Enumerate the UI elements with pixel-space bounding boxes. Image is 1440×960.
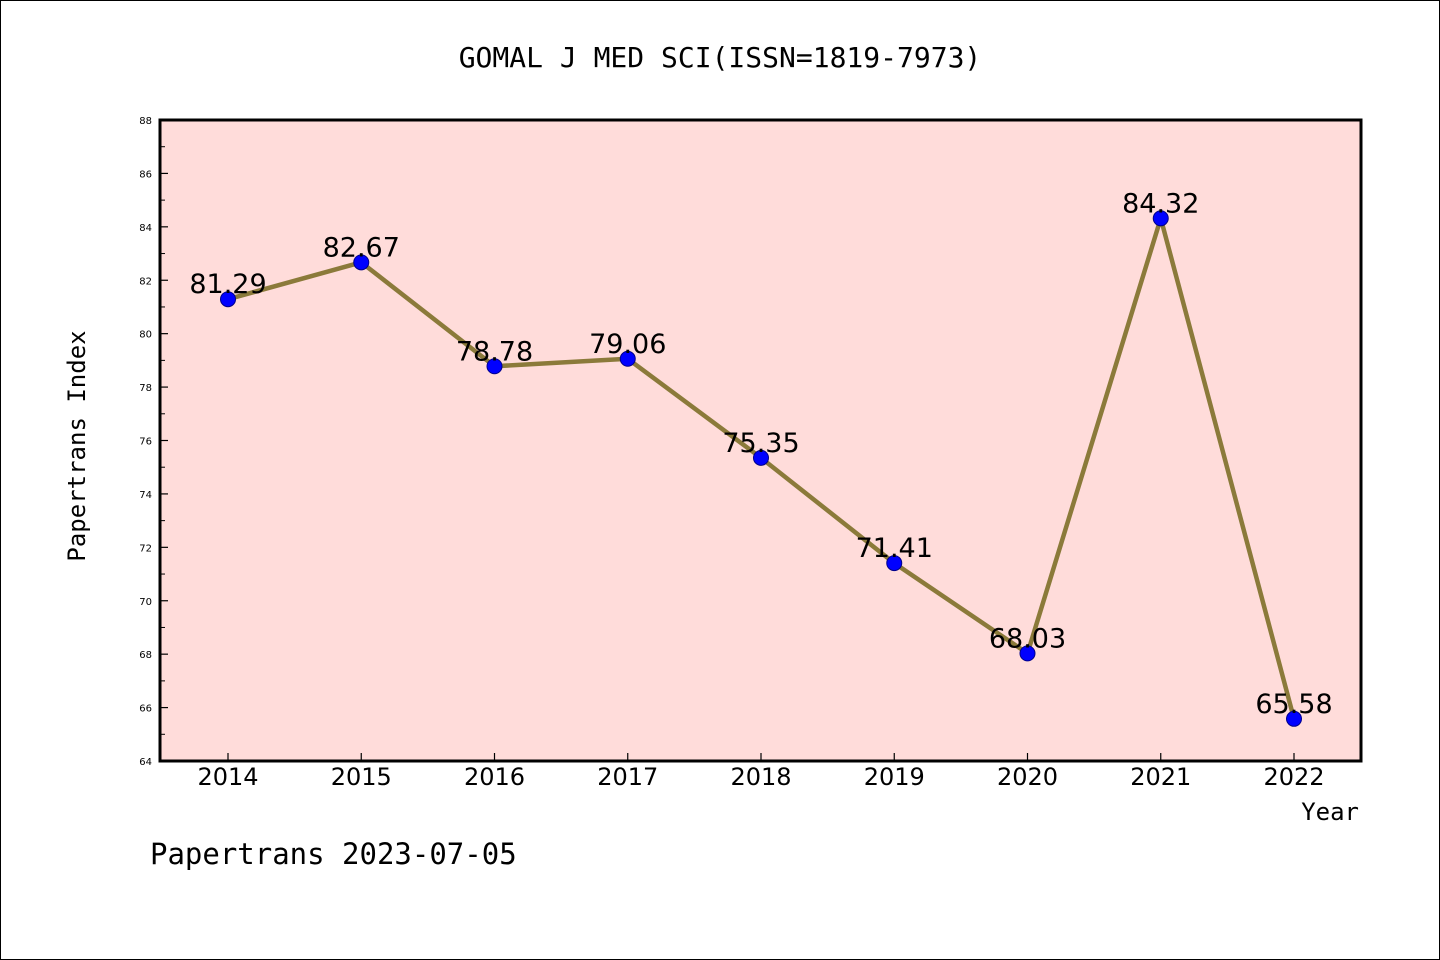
y-tick-label: 84: [139, 223, 152, 234]
data-labels: 81.29 82.67 78.78 79.06 75.35 71.41 68.03 84.32…: [189, 188, 1332, 720]
data-point: [619, 350, 636, 367]
data-label: 79.06: [589, 329, 666, 360]
data-point: [1286, 710, 1302, 727]
x-tick-label: 2019: [864, 763, 925, 791]
y-tick-label: 68: [139, 650, 152, 661]
x-axis-label: Year: [1301, 798, 1359, 826]
data-label: 81.29: [189, 269, 266, 300]
y-tick-label: 86: [139, 169, 152, 180]
x-axis: 2014 2015 2016 2017 2018 2019 2020 2021 2022: [197, 753, 1325, 791]
data-point: [753, 449, 769, 466]
data-point: [486, 358, 503, 375]
data-label: 78.78: [456, 336, 533, 367]
data-point: [886, 555, 903, 572]
x-tick-label: 2015: [331, 763, 392, 791]
data-label: 68.03: [989, 623, 1066, 654]
x-tick-label: 2017: [597, 763, 658, 791]
data-label: 82.67: [323, 232, 400, 263]
y-tick-label: 70: [139, 597, 152, 608]
chart-title: GOMAL J MED SCI(ISSN=1819-7973): [459, 41, 982, 74]
y-tick-label: 88: [139, 116, 152, 127]
data-point: [1019, 645, 1036, 662]
data-point: [220, 291, 236, 308]
y-axis-label: Papertrans Index: [63, 330, 91, 561]
data-point: [353, 254, 370, 271]
y-tick-label: 82: [139, 276, 152, 287]
x-tick-label: 2014: [197, 763, 258, 791]
y-tick-label: 80: [139, 330, 152, 341]
x-tick-label: 2022: [1263, 763, 1324, 791]
x-tick-label: 2021: [1130, 763, 1191, 791]
data-point: [1152, 210, 1169, 227]
data-label: 84.32: [1122, 188, 1199, 219]
y-tick-label: 74: [139, 490, 152, 501]
data-label: 75.35: [722, 428, 799, 459]
series-layer: [220, 210, 1302, 727]
y-tick-label: 64: [139, 757, 152, 768]
y-tick-label: 66: [139, 704, 152, 715]
y-tick-label: 72: [139, 543, 152, 554]
y-tick-label: 76: [139, 437, 152, 448]
y-axis: 64 66 68 70 72 74 76 78 80 82 84 86 88: [139, 116, 168, 768]
footer-credit: Papertrans 2023-07-05: [150, 837, 517, 871]
y-tick-label: 78: [139, 383, 152, 394]
data-label: 65.58: [1255, 689, 1332, 720]
x-tick-label: 2018: [730, 763, 791, 791]
data-label: 71.41: [856, 533, 933, 564]
x-tick-label: 2016: [464, 763, 525, 791]
x-tick-label: 2020: [997, 763, 1058, 791]
